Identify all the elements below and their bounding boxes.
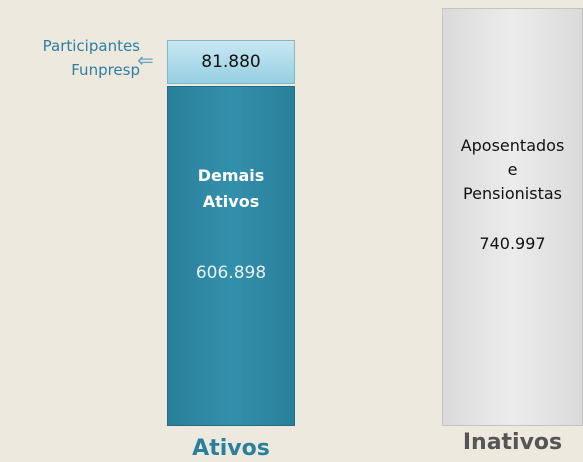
ativos-box: Demais Ativos 606.898 xyxy=(167,86,295,426)
column-title: Inativos xyxy=(462,430,563,455)
label-line: Pensionistas xyxy=(463,184,562,203)
label-line: e xyxy=(507,160,518,179)
value: 606.898 xyxy=(195,263,267,283)
segment-name: Demais Ativos xyxy=(168,163,294,215)
funpresp-box: 81.880 xyxy=(167,40,295,84)
column-title: Ativos xyxy=(192,436,270,461)
value: 740.997 xyxy=(479,234,546,253)
label-line: Aposentados xyxy=(460,136,565,155)
label-line: Funpresp xyxy=(71,61,140,79)
label-line: Ativos xyxy=(202,192,260,211)
arrow: ⇐ xyxy=(137,48,154,72)
label-line: Demais xyxy=(197,166,265,185)
label-line: Participantes xyxy=(42,37,140,55)
segment-name: Aposentados e Pensionistas xyxy=(443,134,582,206)
value: 81.880 xyxy=(201,52,261,72)
inativos-box: Aposentados e Pensionistas 740.997 xyxy=(442,8,583,426)
funpresp-label: Participantes Funpresp xyxy=(0,34,140,82)
